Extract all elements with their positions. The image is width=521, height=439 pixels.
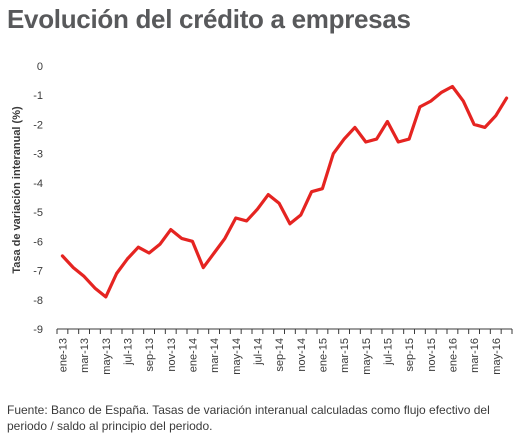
- series-layer: [60, 84, 509, 299]
- x-tick-label: nov-14: [296, 338, 308, 372]
- x-tick-label: sep-15: [404, 338, 416, 372]
- x-tick-label: mar-13: [79, 338, 91, 373]
- series-line: [60, 84, 509, 299]
- x-tick-label: ene-14: [187, 338, 199, 372]
- x-tick-label: ene-13: [57, 338, 69, 372]
- source-note: Fuente: Banco de España. Tasas de variac…: [7, 403, 490, 433]
- x-axis: ene-13 mar-13 may-13 jul-13 sep-13 nov-13 ene-…: [56, 328, 513, 375]
- y-tick-label: -5: [33, 207, 43, 219]
- x-tick-label: mar-15: [339, 338, 351, 373]
- y-tick-label: -3: [33, 149, 43, 161]
- y-axis-title: Tasa de variación interanual (%): [11, 106, 23, 274]
- x-tick-label: jul-15: [382, 338, 394, 366]
- x-tick-label: may-13: [101, 338, 113, 375]
- x-tick-label: nov-13: [166, 338, 178, 372]
- x-tick-label: sep-13: [144, 338, 156, 372]
- y-tick-label: 0: [37, 61, 43, 73]
- x-tick-label: may-15: [361, 338, 373, 375]
- x-tick-label: jul-14: [252, 338, 264, 366]
- y-tick-label: -2: [33, 119, 43, 131]
- x-tick-label: mar-14: [209, 338, 221, 373]
- line-chart: Tasa de variación interanual (%) 0 -1 -2 -3…: [11, 61, 513, 375]
- y-tick-label: -1: [33, 90, 43, 102]
- x-tick-label: jul-13: [122, 338, 134, 366]
- x-tick-label: may-14: [231, 338, 243, 375]
- x-tick-label: nov-15: [426, 338, 438, 372]
- chart-title: Evolución del crédito a empresas: [7, 4, 411, 34]
- x-tick-label: may-16: [491, 338, 503, 375]
- y-tick-label: -6: [33, 236, 43, 248]
- y-tick-label: -4: [33, 178, 43, 190]
- y-tick-label: -7: [33, 266, 43, 278]
- y-tick-label: -9: [33, 324, 43, 336]
- x-tick-label: mar-16: [469, 338, 481, 373]
- y-axis-label: Tasa de variación interanual (%): [11, 106, 23, 274]
- x-tick-label: ene-15: [317, 338, 329, 372]
- y-axis: 0 -1 -2 -3 -4 -5 -6 -7 -8 -9: [33, 61, 43, 336]
- y-tick-label: -8: [33, 295, 43, 307]
- x-tick-label: sep-14: [274, 338, 286, 372]
- x-tick-label: ene-16: [447, 338, 459, 372]
